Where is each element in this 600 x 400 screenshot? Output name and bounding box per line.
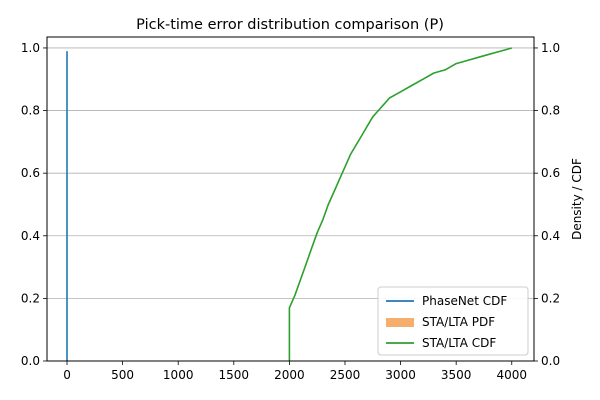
- legend-label-sta-lta-pdf: STA/LTA PDF: [422, 315, 495, 329]
- y-left-tick-label: 0.6: [21, 166, 40, 180]
- legend: PhaseNet CDF STA/LTA PDF STA/LTA CDF: [377, 286, 529, 356]
- x-tick-label: 1000: [163, 368, 194, 382]
- y-left-tick-label: 0.8: [21, 104, 40, 118]
- y-right-tick-label: 0.2: [541, 291, 560, 305]
- y-right-tick-label: 1.0: [541, 41, 560, 55]
- series-sta-lta-cdf: [288, 47, 513, 361]
- y-left-tick-label: 0.2: [21, 291, 40, 305]
- x-tick-label: 500: [111, 368, 134, 382]
- x-tick-label: 1500: [219, 368, 250, 382]
- legend-label-phasenet-cdf: PhaseNet CDF: [422, 294, 507, 308]
- x-axis: 0 500 1000 1500 2000 2500 3000 3500 4000: [63, 361, 527, 382]
- legend-swatch-sta-lta-pdf: [386, 318, 414, 327]
- y-right-tick-label: 0.4: [541, 229, 560, 243]
- x-tick-label: 3500: [441, 368, 472, 382]
- y-right-tick-label: 0.0: [541, 354, 560, 368]
- x-tick-label: 3000: [385, 368, 416, 382]
- y-right-tick-label: 0.8: [541, 104, 560, 118]
- y-axis-right: 0.0 0.2 0.4 0.6 0.8 1.0: [534, 41, 560, 368]
- x-tick-label: 2000: [274, 368, 305, 382]
- x-tick-label: 0: [63, 368, 71, 382]
- y-left-tick-label: 1.0: [21, 41, 40, 55]
- y-left-tick-label: 0.4: [21, 229, 40, 243]
- plot-series: [66, 47, 513, 361]
- legend-box: [377, 286, 529, 356]
- chart-title: Pick-time error distribution comparison …: [136, 17, 444, 33]
- y-axis-left: 0.0 0.2 0.4 0.6 0.8 1.0: [21, 41, 47, 368]
- y-right-tick-label: 0.6: [541, 166, 560, 180]
- plot-frame: [46, 36, 535, 362]
- y-axis-right-label: Density / CDF: [570, 158, 584, 240]
- y-left-tick-label: 0.0: [21, 354, 40, 368]
- legend-label-sta-lta-cdf: STA/LTA CDF: [422, 336, 496, 350]
- x-tick-label: 2500: [330, 368, 361, 382]
- x-tick-label: 4000: [496, 368, 527, 382]
